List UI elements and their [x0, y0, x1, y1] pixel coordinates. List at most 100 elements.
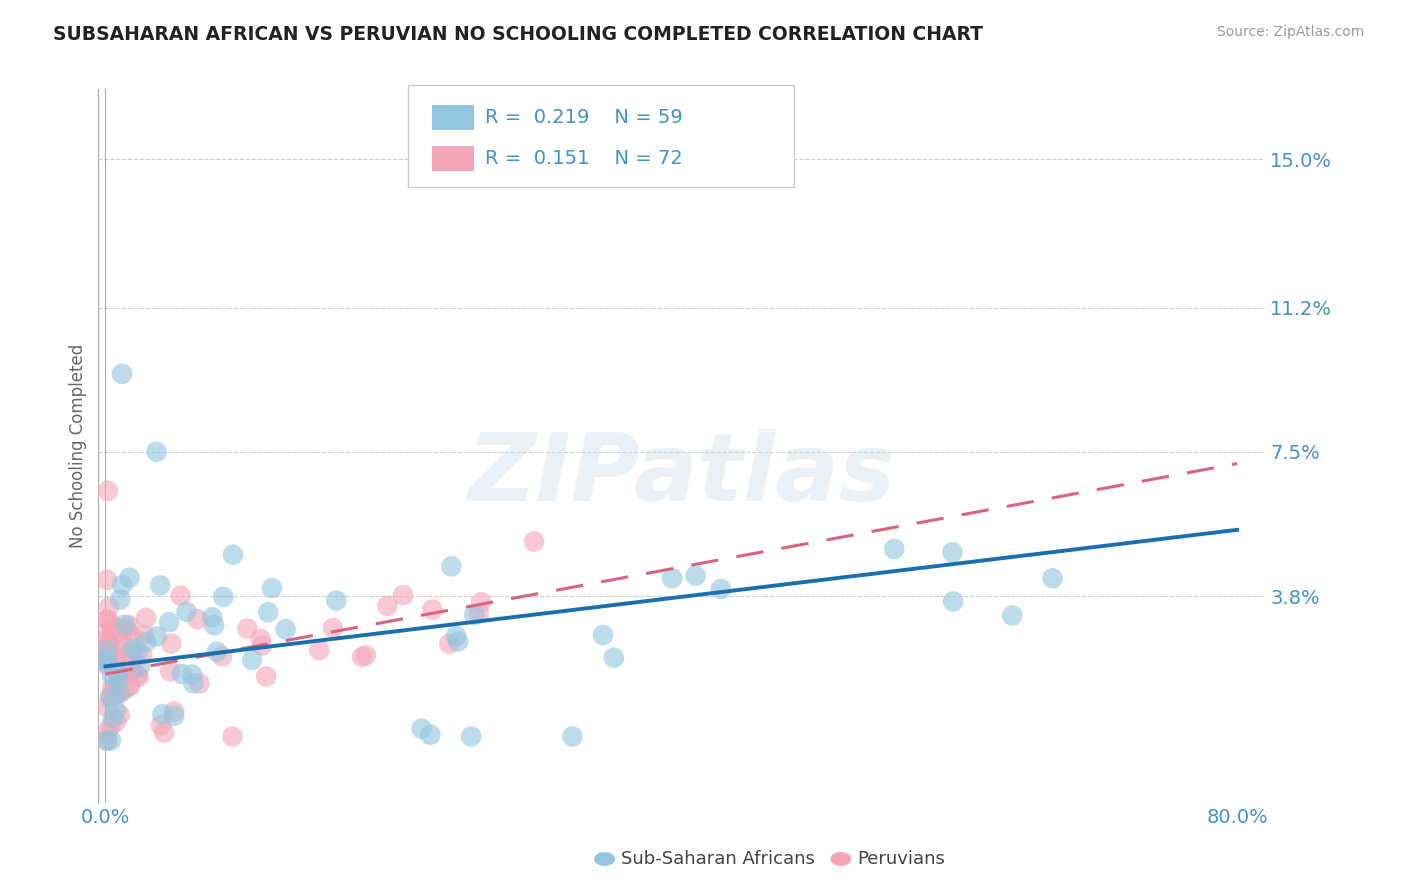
Point — [96, 659, 118, 673]
Point — [128, 670, 150, 684]
Point — [942, 594, 965, 608]
Point — [96, 573, 118, 587]
Point — [127, 645, 149, 659]
Point — [470, 595, 492, 609]
Point — [98, 689, 121, 703]
Point — [592, 628, 614, 642]
Point — [135, 611, 157, 625]
Point — [460, 730, 482, 744]
Text: Peruvians: Peruvians — [858, 850, 945, 868]
Point — [419, 728, 441, 742]
Point — [157, 615, 180, 629]
Point — [603, 650, 626, 665]
Point — [1001, 608, 1024, 623]
Point — [257, 605, 280, 619]
Point — [561, 730, 583, 744]
Text: R =  0.151    N = 72: R = 0.151 N = 72 — [485, 149, 683, 168]
Point — [132, 628, 155, 642]
Point — [108, 642, 131, 657]
Point — [96, 633, 118, 648]
Point — [145, 445, 167, 459]
Point — [163, 705, 186, 719]
Point — [101, 617, 124, 632]
Point — [96, 641, 118, 656]
Point — [118, 678, 141, 692]
Point — [254, 669, 277, 683]
Point — [150, 707, 173, 722]
Point — [114, 617, 136, 632]
Point — [96, 650, 118, 665]
Point — [135, 635, 157, 649]
Point — [96, 725, 118, 739]
Point — [96, 700, 118, 714]
Point — [98, 625, 121, 640]
Point — [114, 650, 136, 665]
Point — [97, 638, 120, 652]
Point — [153, 725, 176, 739]
Point — [149, 718, 172, 732]
Point — [169, 589, 191, 603]
Point — [260, 581, 283, 595]
Point — [236, 622, 259, 636]
Point — [107, 687, 129, 701]
Point — [112, 662, 135, 676]
Point — [118, 571, 141, 585]
Point — [941, 545, 963, 559]
Point — [411, 722, 433, 736]
Point — [124, 632, 146, 646]
Point — [181, 667, 204, 681]
Point — [104, 703, 127, 717]
Point — [96, 653, 118, 667]
Point — [107, 665, 129, 679]
Point — [375, 599, 398, 613]
Point — [420, 602, 443, 616]
Point — [100, 691, 122, 706]
Point — [115, 623, 138, 637]
Point — [170, 666, 193, 681]
Point — [117, 666, 139, 681]
Point — [1042, 571, 1064, 585]
Point — [222, 548, 245, 562]
Point — [121, 662, 143, 676]
Point — [322, 621, 344, 635]
Point — [108, 707, 131, 722]
Text: SUBSAHARAN AFRICAN VS PERUVIAN NO SCHOOLING COMPLETED CORRELATION CHART: SUBSAHARAN AFRICAN VS PERUVIAN NO SCHOOL… — [53, 25, 983, 44]
Point — [103, 688, 125, 702]
Point — [883, 541, 905, 556]
Point — [211, 649, 233, 664]
Point — [685, 568, 707, 582]
Point — [111, 578, 134, 592]
Point — [127, 668, 149, 682]
Point — [96, 652, 118, 666]
Point — [97, 613, 120, 627]
Point — [350, 649, 373, 664]
Point — [110, 592, 132, 607]
Text: R =  0.219    N = 59: R = 0.219 N = 59 — [485, 108, 683, 127]
Point — [440, 559, 463, 574]
Point — [98, 599, 121, 614]
Point — [103, 681, 125, 695]
Point — [710, 582, 733, 596]
Point — [107, 666, 129, 681]
Point — [661, 571, 683, 585]
Point — [325, 593, 347, 607]
Point — [118, 618, 141, 632]
Point — [100, 733, 122, 747]
Point — [447, 634, 470, 648]
Point — [467, 607, 489, 621]
Point — [111, 624, 134, 639]
Point — [240, 653, 263, 667]
Point — [274, 622, 297, 636]
Point — [221, 730, 243, 744]
Point — [101, 624, 124, 638]
Point — [188, 676, 211, 690]
Point — [100, 719, 122, 733]
Point — [176, 605, 198, 619]
Point — [308, 643, 330, 657]
Point — [205, 645, 228, 659]
Point — [101, 669, 124, 683]
Point — [354, 648, 377, 663]
Point — [105, 714, 128, 729]
Point — [121, 641, 143, 656]
Point — [163, 709, 186, 723]
